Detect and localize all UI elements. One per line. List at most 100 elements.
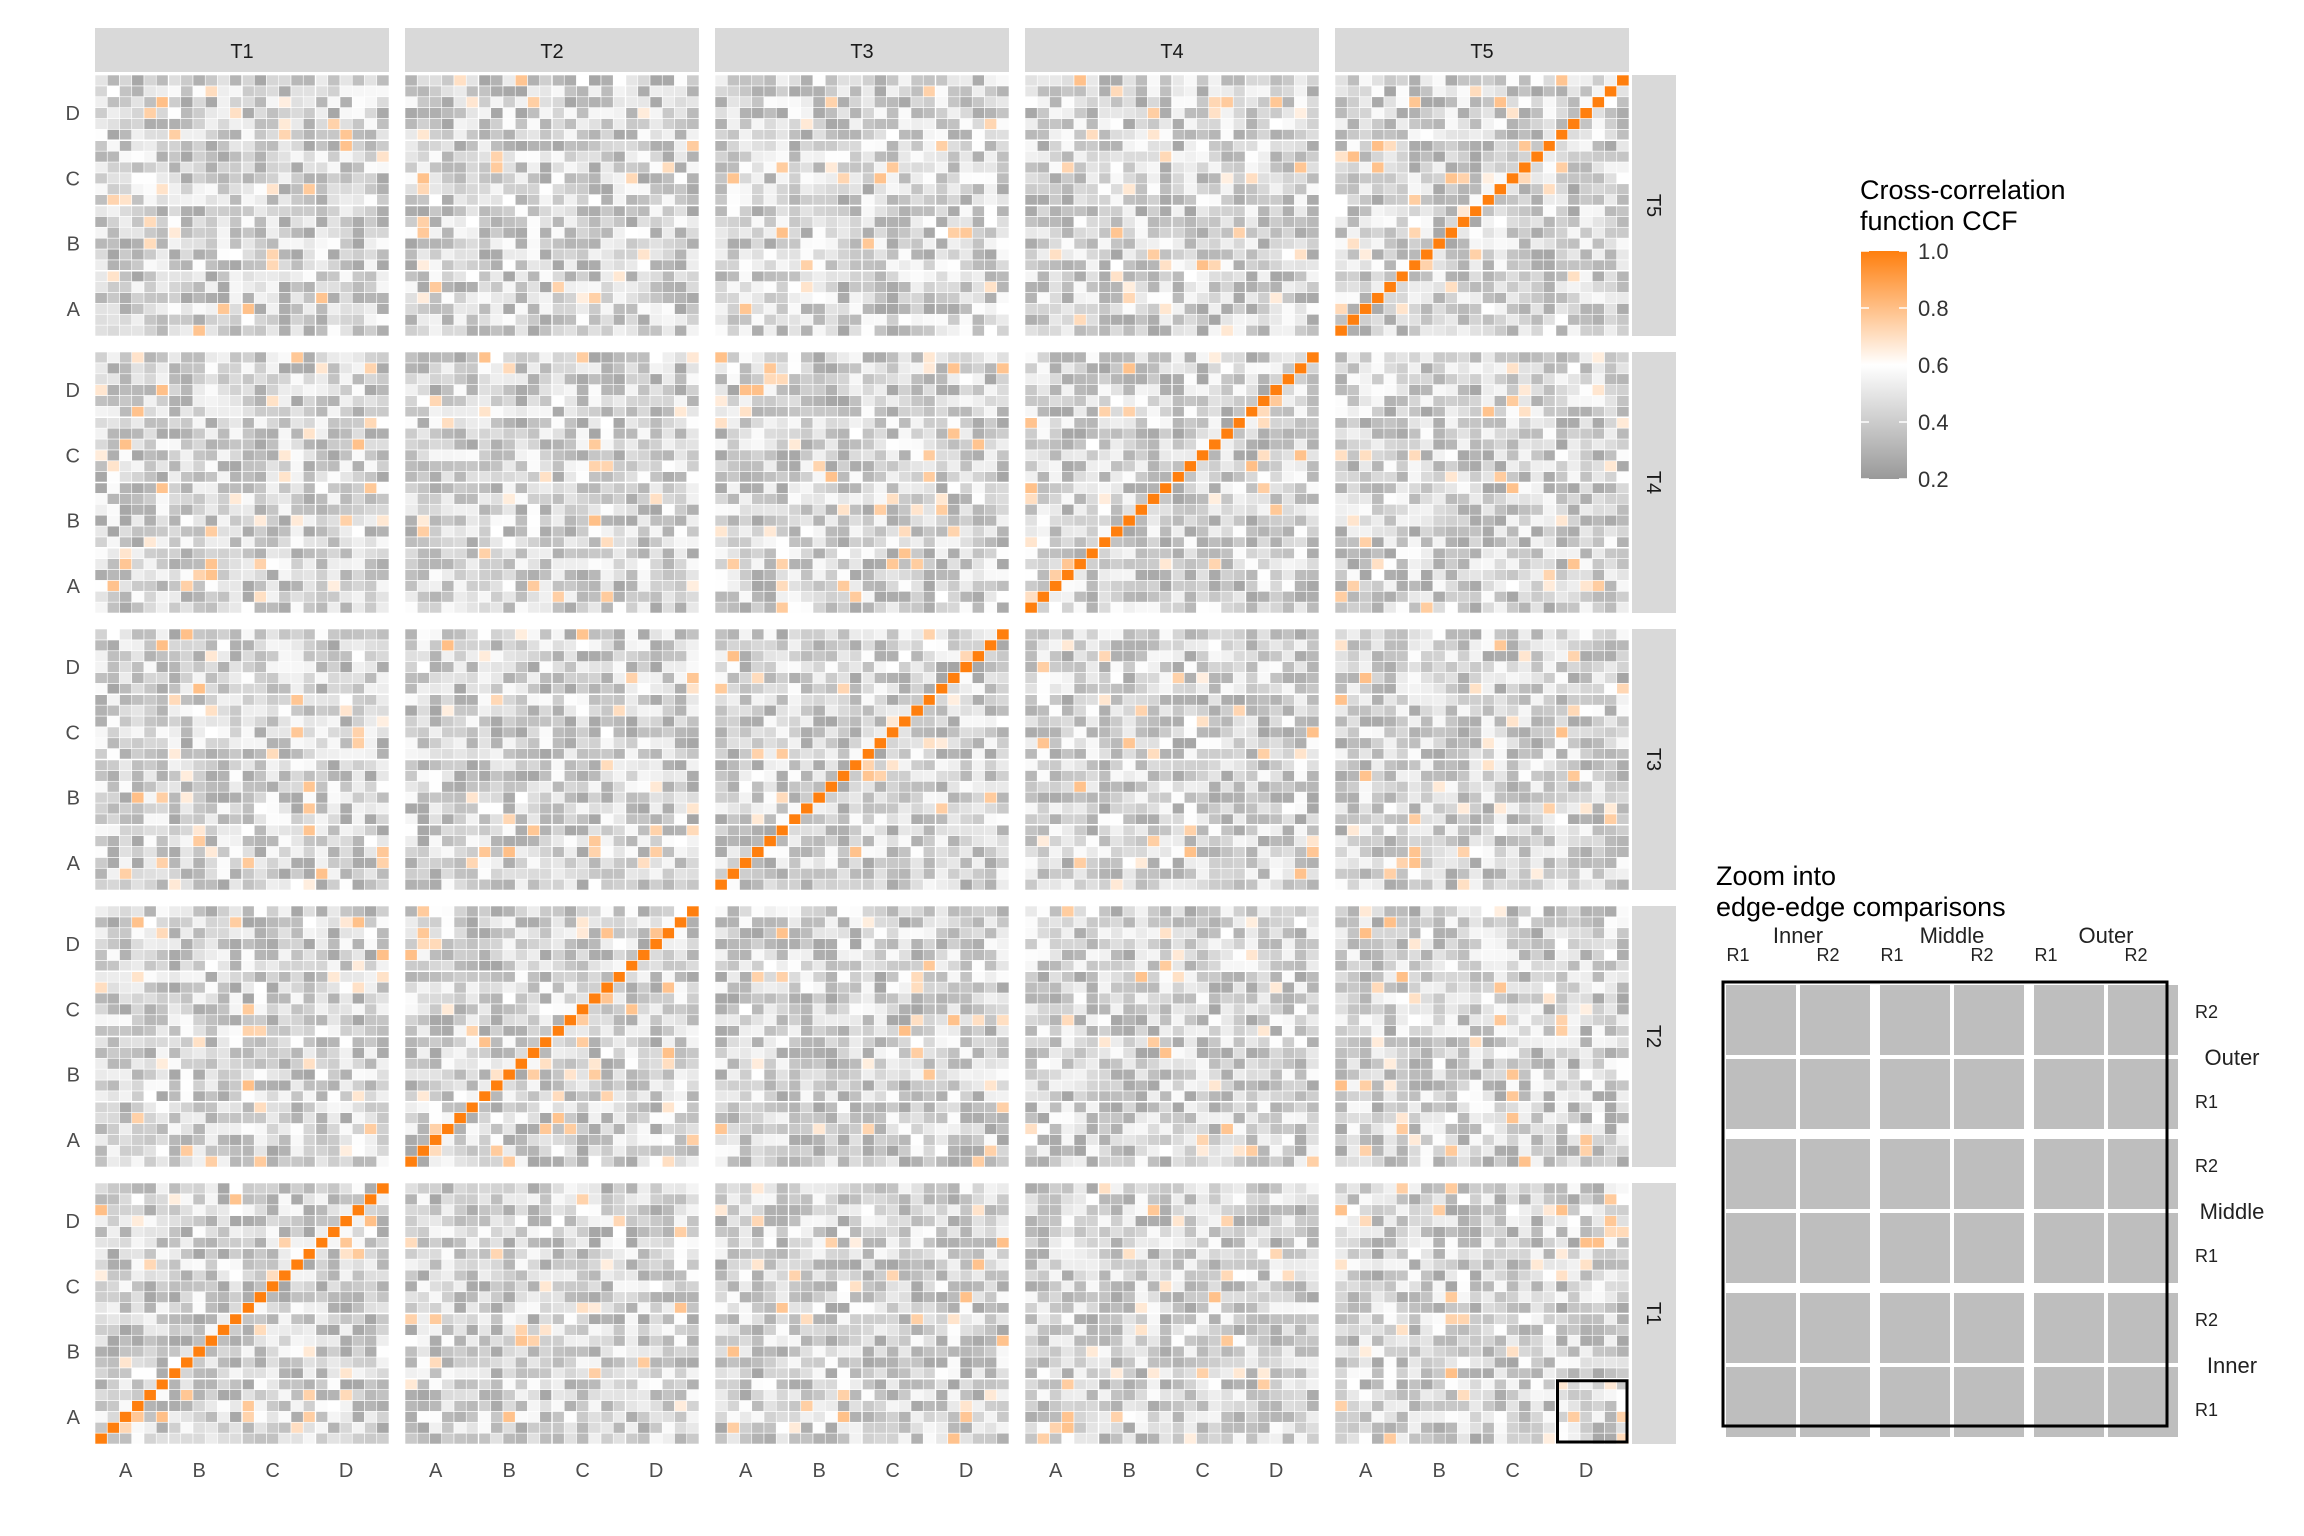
heat-cell [1604,118,1618,130]
heat-cell [1049,482,1063,494]
heat-cell [910,384,924,396]
heat-cell [119,303,133,315]
heat-cell [1579,129,1593,141]
heat-cell [339,205,353,217]
heat-cell [1542,205,1556,217]
heat-cell [1432,248,1446,261]
heat-cell [1306,194,1320,206]
heat-cell [1518,85,1532,98]
heat-cell [649,427,663,440]
heat-cell [763,536,777,549]
heat-cell [1604,259,1618,272]
heat-cell [351,129,365,141]
heat-cell [971,150,985,163]
heat-cell [1122,525,1136,538]
heat-cell [563,270,577,282]
heat-cell [502,107,516,119]
heat-cell [1171,205,1185,217]
heat-cell [886,74,900,87]
heat-cell [763,226,777,239]
heat-cell [1024,438,1038,451]
heat-cell [539,129,553,141]
heat-cell [266,580,280,592]
heat-cell [1049,601,1063,614]
heat-cell [649,183,663,195]
heat-cell [625,558,639,570]
heat-cell [873,248,887,261]
heat-cell [1134,183,1148,195]
heat-cell [551,580,565,592]
heat-cell [1245,270,1259,282]
heat-cell [1420,324,1434,337]
heat-cell [612,139,626,152]
heat-cell [217,525,231,538]
heat-cell [1098,601,1112,614]
heat-cell [514,259,528,272]
heat-cell [94,493,108,505]
heat-cell [1346,248,1360,261]
heat-cell [649,395,663,407]
heat-cell [478,129,492,141]
heat-cell [984,96,998,108]
heat-cell [1183,226,1197,239]
heat-cell [861,194,875,206]
heat-cell [984,514,998,527]
heat-cell [1579,96,1593,108]
heat-cell [527,395,541,407]
heat-cell [404,281,418,293]
heat-cell [775,139,789,152]
heat-cell [1122,259,1136,272]
heat-cell [204,129,218,141]
heat-cell [1122,449,1136,462]
heat-cell [404,482,418,494]
heat-cell [229,503,243,516]
heat-cell [1159,525,1173,538]
heat-cell [922,362,936,375]
heat-cell [588,216,602,228]
heat-cell [1110,96,1124,108]
heat-cell [873,292,887,304]
heat-cell [1134,406,1148,418]
heat-cell [837,460,851,472]
heat-cell [1506,96,1520,108]
heat-cell [453,384,467,396]
heat-cell [763,416,777,429]
heat-cell [686,406,700,418]
heat-cell [576,493,590,505]
heat-cell [1444,150,1458,163]
heat-cell [143,226,157,239]
heat-cell [1506,281,1520,293]
heat-cell [563,226,577,239]
heat-cell [429,118,443,130]
heat-cell [563,482,577,494]
heat-cell [217,406,231,418]
heat-cell [1159,313,1173,326]
heat-cell [612,205,626,217]
heat-cell [1567,150,1581,163]
heat-cell [959,547,973,559]
heat-cell [290,438,304,451]
heat-cell [1530,194,1544,206]
heat-cell [1171,313,1185,326]
heat-cell [984,194,998,206]
heat-cell [686,558,700,570]
heat-cell [1147,205,1161,217]
heat-cell [1134,118,1148,130]
heat-cell [290,416,304,429]
heat-cell [1098,482,1112,494]
heat-cell [959,471,973,483]
heat-cell [168,150,182,163]
heat-cell [1110,74,1124,87]
heat-cell [168,161,182,174]
heat-cell [253,324,267,337]
heat-cell [1444,281,1458,293]
heat-cell [351,362,365,375]
heat-cell [1134,270,1148,282]
heat-cell [1408,107,1422,119]
heat-cell [453,85,467,98]
heat-cell [429,416,443,429]
heat-cell [1306,205,1320,217]
heat-cell [1122,139,1136,152]
heat-cell [327,373,341,385]
heat-cell [1232,74,1246,87]
